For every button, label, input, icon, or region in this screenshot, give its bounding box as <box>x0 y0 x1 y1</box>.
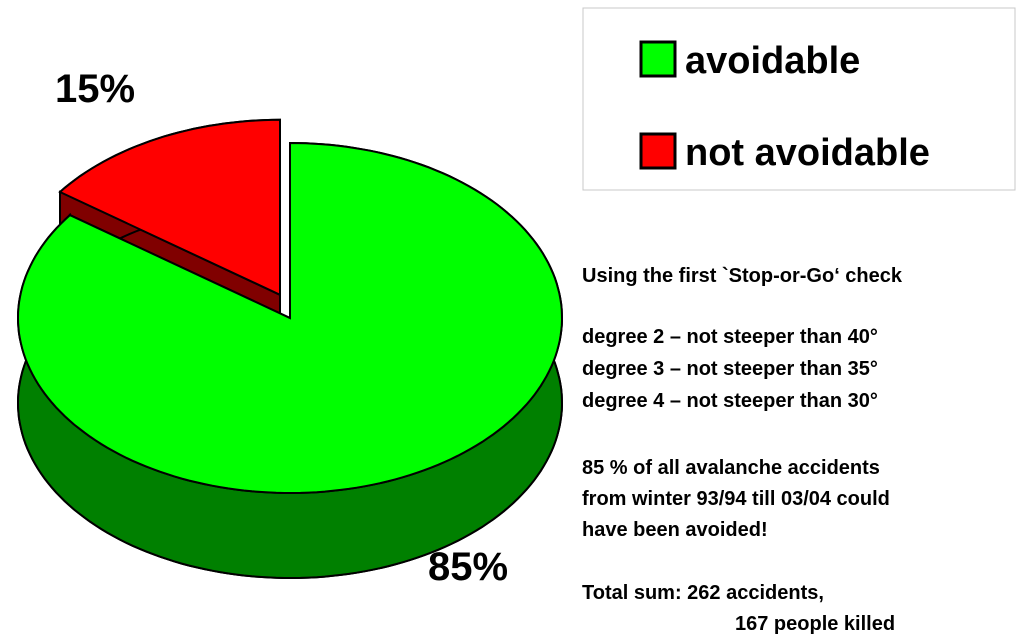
annotation: have been avoided! <box>582 519 768 541</box>
legend-label: avoidable <box>685 40 860 82</box>
annotation: 85 % of all avalanche accidents <box>582 457 880 479</box>
legend-swatch <box>639 40 677 78</box>
annotation: 167 people killed <box>735 613 895 635</box>
annotation: from winter 93/94 till 03/04 could <box>582 488 890 510</box>
annotation: degree 4 – not steeper than 30° <box>582 390 878 412</box>
slice <box>16 141 564 494</box>
annotation: Total sum: 262 accidents, <box>582 582 824 604</box>
value-label: 85% <box>428 545 508 589</box>
annotation: degree 3 – not steeper than 35° <box>582 358 878 380</box>
annotation: Using the first `Stop-or-Go‘ check <box>582 265 903 287</box>
value-label: 15% <box>55 67 135 111</box>
pie <box>16 118 564 579</box>
slice <box>58 118 281 297</box>
annotations: Using the first `Stop-or-Go‘ check degree… <box>582 265 903 635</box>
legend-label: not avoidable <box>685 132 930 174</box>
legend-swatch <box>639 132 677 170</box>
annotation: degree 2 – not steeper than 40° <box>582 326 878 348</box>
legend: avoidable not avoidable <box>639 40 930 174</box>
